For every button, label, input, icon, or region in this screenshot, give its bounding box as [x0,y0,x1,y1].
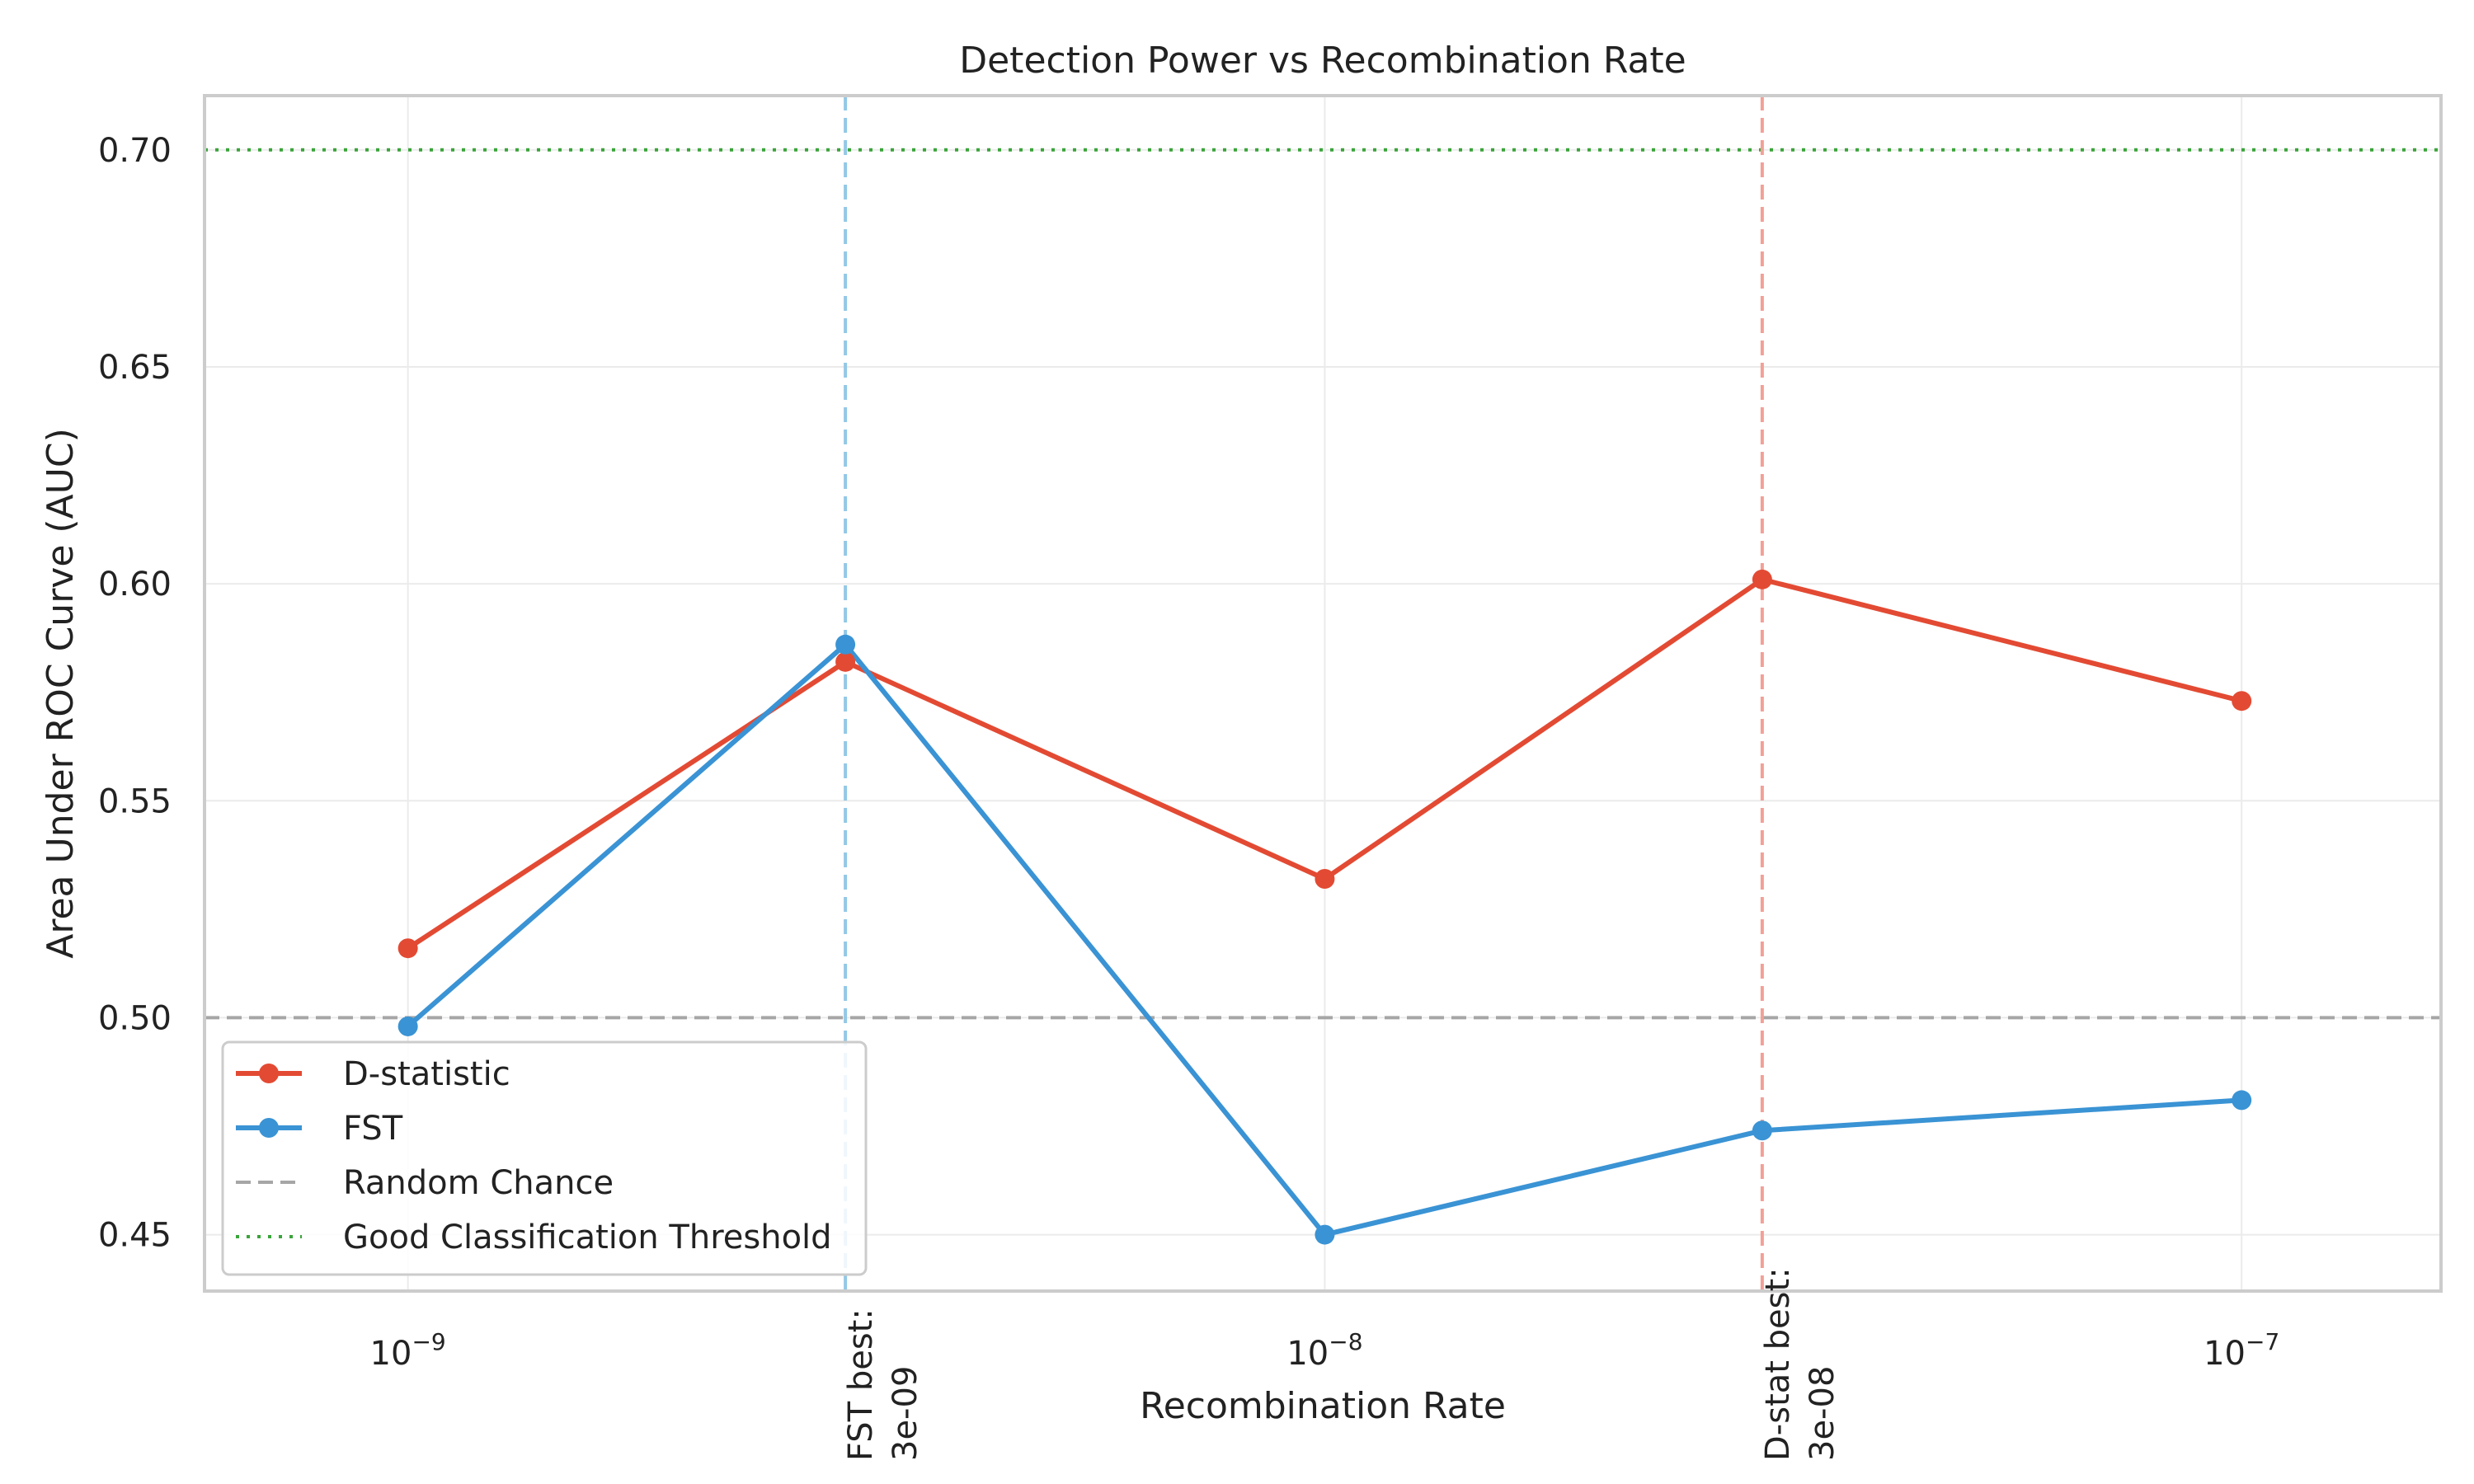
x-tick-label: 10−8 [1286,1328,1362,1373]
y-axis-label: Area Under ROC Curve (AUC) [40,428,82,958]
data-point-fst [2232,1090,2252,1111]
annotation-label-line: FST best: [842,1308,880,1461]
legend-label-random-chance: Random Chance [343,1164,614,1202]
annotation-label: FST best: 3e-09 [842,1308,924,1461]
annotation-label-line: D-stat best: [1759,1267,1797,1461]
x-tick-label: 10−9 [370,1328,446,1373]
annotation-label-line: 3e-08 [1804,1366,1841,1461]
legend: D-statistic FST Random Chance Good Classifi… [221,1040,868,1276]
annotations: FST best: 3e-09 D-stat best: 3e-08 [842,1267,1841,1461]
legend-label-d-statistic: D-statistic [343,1055,510,1093]
data-point-fst [397,1016,418,1036]
legend-box [221,1040,868,1276]
data-point-d-statistic [2232,691,2252,711]
x-axis-ticks: 10−9 10−8 10−7 [370,1328,2280,1373]
y-tick-label: 0.60 [98,566,172,603]
x-axis-label: Recombination Rate [1140,1385,1506,1427]
legend-marker-d-statistic [259,1064,279,1083]
legend-marker-fst [259,1118,279,1138]
x-tick-label: 10−7 [2204,1328,2279,1373]
y-tick-label: 0.55 [98,782,172,820]
data-point-fst [1315,1224,1335,1245]
data-point-fst [1752,1120,1772,1141]
data-point-d-statistic [1315,869,1335,889]
annotation-label: D-stat best: 3e-08 [1759,1267,1841,1461]
y-tick-label: 0.70 [98,132,172,170]
chart-title: Detection Power vs Recombination Rate [959,40,1686,82]
annotation-label-line: 3e-09 [887,1366,924,1461]
data-point-d-statistic [397,938,418,959]
data-point-d-statistic [1752,569,1772,589]
reference-lines [205,96,2441,1291]
y-tick-label: 0.50 [98,999,172,1037]
y-tick-label: 0.45 [98,1217,172,1255]
legend-label-good-classification-threshold: Good Classification Threshold [343,1219,832,1256]
data-point-d-statistic [835,651,856,672]
data-point-fst [835,634,856,655]
legend-label-fst: FST [343,1110,403,1148]
plot-frame [203,94,2443,1293]
data-points [397,569,2252,1245]
y-axis-ticks: 0.45 0.50 0.55 0.60 0.65 0.70 [98,132,172,1255]
y-tick-label: 0.65 [98,349,172,387]
